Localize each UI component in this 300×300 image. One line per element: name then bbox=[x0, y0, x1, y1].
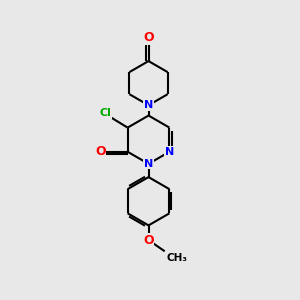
Text: N: N bbox=[144, 100, 153, 110]
Text: N: N bbox=[165, 147, 174, 157]
Text: CH₃: CH₃ bbox=[166, 253, 187, 263]
Text: N: N bbox=[144, 159, 153, 169]
Text: Cl: Cl bbox=[100, 109, 112, 118]
Text: O: O bbox=[143, 234, 154, 247]
Text: O: O bbox=[143, 31, 154, 44]
Text: O: O bbox=[95, 145, 106, 158]
